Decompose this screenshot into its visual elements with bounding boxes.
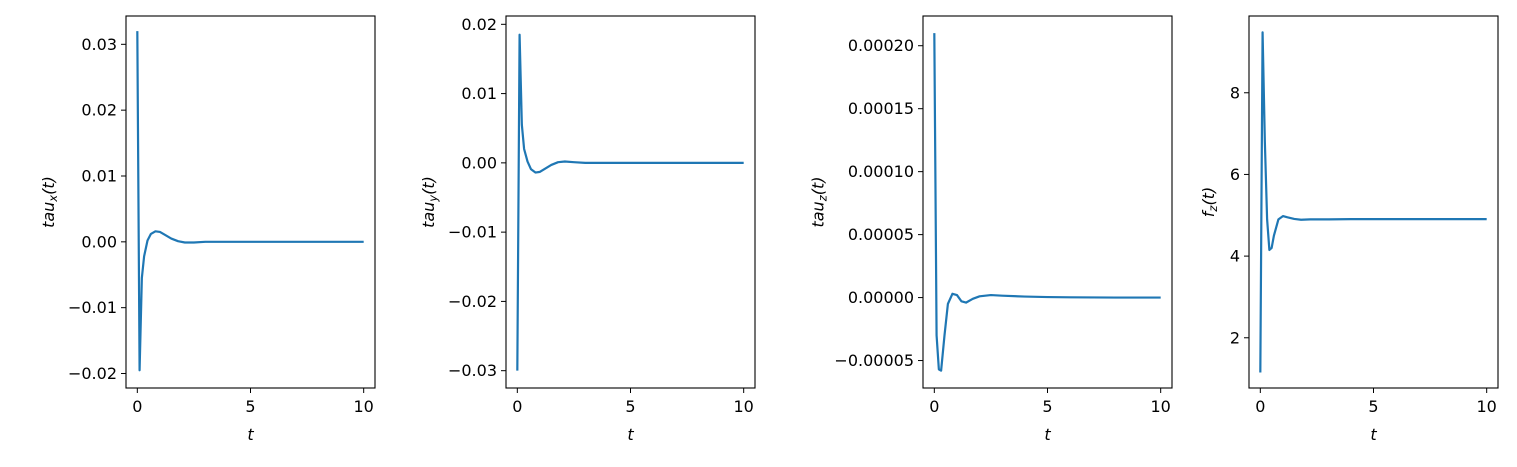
y-axis-label-base: tau (39, 202, 58, 228)
series-line-0 (136, 31, 364, 372)
y-axis-label-base: tau (808, 201, 827, 227)
subplot-f-z: 0 5 10 2 4 6 8 t fz(t) (1199, 15, 1499, 444)
x-tick-label: 10 (354, 397, 374, 416)
series-line-0 (1259, 31, 1487, 373)
x-tick-label: 5 (625, 397, 635, 416)
y-tick-label: −0.00005 (834, 351, 914, 370)
y-axis-label: tauy(t) (419, 176, 440, 228)
y-tick-label: 8 (1230, 83, 1240, 102)
axes-frame (922, 15, 1173, 389)
x-tick-label: 0 (1255, 397, 1265, 416)
x-tick-label: 0 (929, 397, 939, 416)
y-axis-label-subscript: x (46, 195, 60, 203)
y-tick-label: −0.02 (68, 364, 117, 383)
y-tick-label: 0.00020 (848, 36, 914, 55)
x-tick-label: 5 (245, 397, 255, 416)
y-tick-label: −0.02 (448, 292, 497, 311)
y-axis-label-suffix: (t) (419, 176, 438, 195)
x-tick-label: 5 (1368, 397, 1378, 416)
y-axis-label-subscript: y (426, 195, 440, 203)
y-axis-label: taux(t) (39, 176, 60, 228)
x-axis-label: t (247, 425, 254, 444)
y-tick-label: 0.00005 (848, 225, 914, 244)
y-axis-label: tauz(t) (808, 176, 829, 227)
y-tick-label: −0.03 (448, 361, 497, 380)
y-axis-label-base: f (1199, 209, 1218, 217)
y-axis-label-suffix: (t) (39, 176, 58, 195)
y-tick-label: 0.00015 (848, 99, 914, 118)
subplot-tau-y: 0 5 10 −0.03 −0.02 −0.01 0.00 0.01 0.02 t tauy(t) (419, 15, 756, 444)
y-tick-label: 4 (1230, 247, 1240, 266)
x-axis-label: t (1044, 425, 1051, 444)
x-axis-label: t (1370, 425, 1377, 444)
y-tick-label: 0.00000 (848, 288, 914, 307)
series-line-0 (516, 33, 744, 371)
axes-frame (1248, 15, 1499, 389)
y-tick-label: −0.01 (448, 223, 497, 242)
y-tick-label: 2 (1230, 328, 1240, 347)
y-tick-label: 0.02 (81, 101, 117, 120)
y-axis-label-base: tau (419, 202, 438, 228)
x-tick-label: 10 (1151, 397, 1171, 416)
subplot-tau-x: 0 5 10 −0.02 −0.01 0.00 0.01 0.02 0.03 t taux(t) (39, 15, 376, 444)
y-tick-label: 0.01 (81, 166, 117, 185)
x-tick-label: 0 (132, 397, 142, 416)
axes-frame (125, 15, 376, 389)
y-tick-label: −0.01 (68, 298, 117, 317)
subplot-tau-z: 0 5 10 −0.00005 0.00000 0.00005 0.00010 0.00015… (808, 15, 1173, 444)
y-axis-label: fz(t) (1199, 187, 1220, 217)
y-tick-label: 0.03 (81, 35, 117, 54)
y-tick-label: 0.01 (461, 84, 497, 103)
y-axis-label-suffix: (t) (1199, 187, 1218, 206)
series-line-0 (933, 33, 1161, 372)
x-tick-label: 10 (1477, 397, 1497, 416)
x-axis-label: t (627, 425, 634, 444)
y-axis-label-subscript: z (815, 194, 829, 202)
y-tick-label: 0.00 (81, 232, 117, 251)
y-tick-label: 0.00 (461, 153, 497, 172)
y-tick-label: 6 (1230, 165, 1240, 184)
y-axis-label-subscript: z (1206, 205, 1220, 213)
x-tick-label: 0 (512, 397, 522, 416)
x-tick-label: 5 (1042, 397, 1052, 416)
x-tick-label: 10 (734, 397, 754, 416)
y-tick-label: 0.02 (461, 15, 497, 34)
y-tick-label: 0.00010 (848, 162, 914, 181)
axes-frame (505, 15, 756, 389)
y-axis-label-suffix: (t) (808, 176, 827, 195)
